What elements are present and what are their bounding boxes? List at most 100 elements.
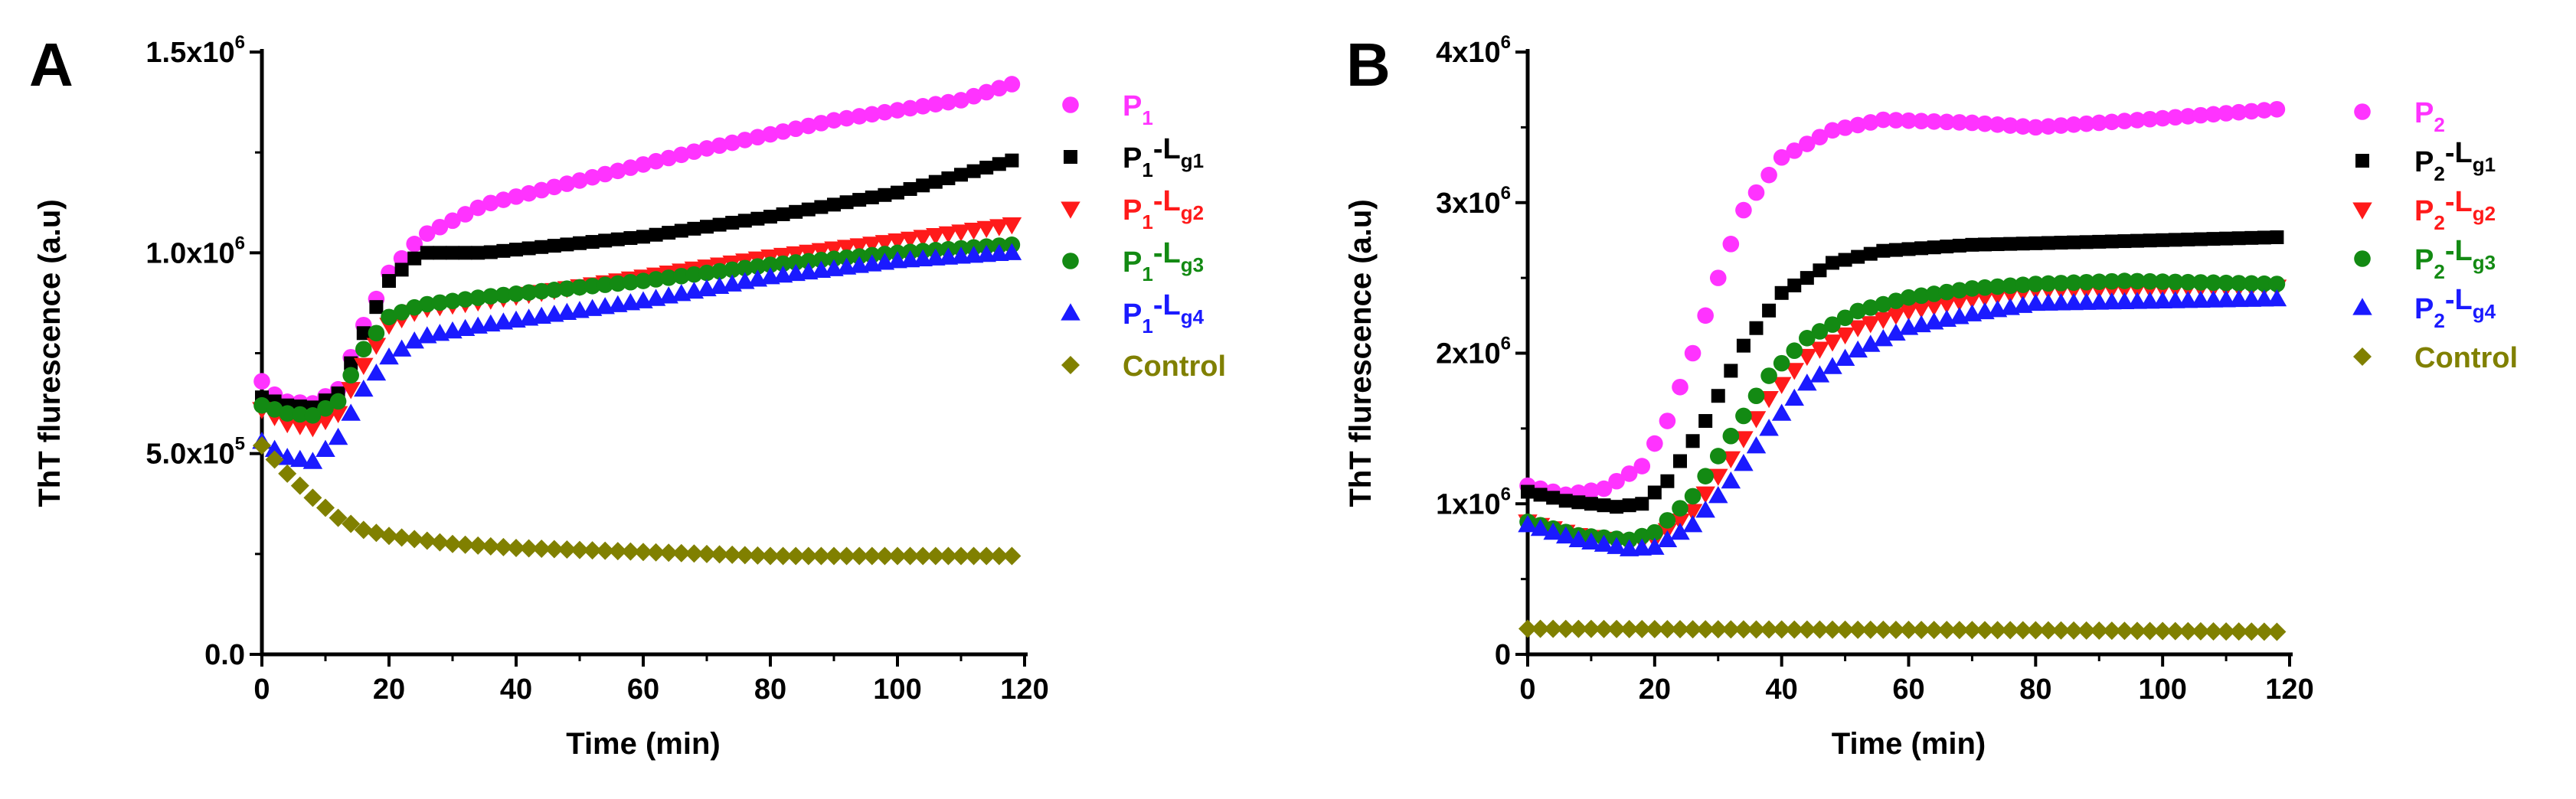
data-point	[787, 254, 804, 271]
legend-label: P2-Lg1	[2414, 137, 2496, 185]
data-point	[1952, 238, 1966, 253]
data-point	[366, 363, 387, 381]
data-point	[456, 206, 474, 223]
data-point	[1786, 142, 1803, 159]
data-point	[1924, 298, 1944, 316]
data-point	[953, 92, 969, 109]
data-point	[1684, 488, 1702, 505]
data-point	[1633, 458, 1651, 475]
data-point	[557, 540, 577, 559]
data-point	[546, 282, 563, 298]
data-point	[647, 152, 665, 170]
data-point	[369, 300, 384, 315]
data-point	[585, 235, 600, 249]
data-point	[2206, 232, 2221, 246]
data-point	[1773, 354, 1790, 372]
x-tick-label: 40	[500, 673, 532, 706]
data-point	[419, 295, 436, 313]
data-point	[292, 406, 309, 423]
data-point	[2156, 233, 2170, 247]
data-point	[1531, 619, 1550, 638]
data-point	[1711, 389, 1725, 403]
data-point	[1002, 243, 1022, 260]
data-point	[1518, 619, 1537, 638]
x-axis-label: Time (min)	[566, 727, 721, 761]
data-point	[584, 168, 601, 186]
data-point	[2013, 621, 2032, 640]
data-point	[393, 304, 410, 321]
data-point	[508, 285, 525, 302]
data-point	[723, 545, 742, 564]
data-point	[544, 540, 564, 559]
x-tick-label: 40	[1766, 673, 1798, 706]
data-point	[711, 137, 728, 155]
data-point	[1951, 114, 1968, 131]
data-point	[698, 544, 716, 563]
data-point	[1556, 619, 1575, 638]
data-point	[660, 269, 677, 286]
data-point	[903, 181, 917, 196]
data-point	[302, 452, 323, 469]
data-point	[1005, 153, 1019, 168]
y-tick-label: 1.0x106	[145, 233, 245, 269]
data-point	[1533, 488, 1548, 502]
data-point	[1822, 334, 1842, 352]
data-point	[1760, 620, 1779, 639]
data-point	[1849, 116, 1866, 134]
data-point	[446, 246, 459, 260]
data-point	[622, 273, 639, 291]
data-point	[2217, 622, 2236, 641]
data-point	[2090, 621, 2109, 641]
data-point	[430, 533, 449, 552]
data-point	[304, 407, 322, 424]
data-point	[989, 546, 1008, 566]
data-point	[1556, 526, 1576, 544]
data-point	[1695, 501, 1715, 518]
data-point	[2067, 235, 2081, 249]
data-point	[380, 527, 398, 546]
data-point	[1581, 532, 1601, 550]
data-point	[2154, 109, 2171, 127]
data-point	[735, 546, 754, 565]
data-point	[635, 156, 652, 173]
data-point	[2141, 110, 2159, 128]
data-point	[1786, 342, 1803, 360]
data-point	[1835, 348, 1855, 366]
data-point	[1747, 620, 1766, 639]
data-point	[814, 200, 829, 214]
data-point	[2268, 100, 2286, 118]
data-point	[1546, 491, 1561, 505]
data-point	[1797, 620, 1816, 639]
data-point	[1823, 620, 1842, 639]
data-point	[2102, 621, 2121, 641]
data-point	[2166, 273, 2184, 291]
series-control	[253, 436, 1022, 566]
data-point	[2064, 292, 2084, 311]
legend-marker	[2352, 202, 2372, 220]
legend-marker	[1061, 356, 1080, 374]
series-p2-lg3	[1519, 272, 2286, 549]
data-point	[519, 539, 538, 558]
data-point	[1746, 436, 1767, 454]
series-control	[1518, 619, 2287, 641]
data-point	[496, 243, 511, 258]
data-point	[533, 282, 550, 300]
data-point	[302, 420, 323, 438]
data-point	[354, 379, 374, 397]
data-point	[1938, 113, 1956, 131]
data-point	[469, 289, 486, 306]
data-point	[573, 236, 587, 250]
data-point	[2026, 621, 2045, 640]
data-point	[1784, 363, 1804, 380]
data-point	[329, 508, 348, 527]
data-point	[1660, 474, 1675, 488]
data-point	[1760, 166, 1777, 184]
data-point	[394, 263, 409, 277]
data-point	[1594, 619, 1613, 638]
data-point	[1724, 364, 1738, 378]
data-point	[989, 219, 1009, 236]
legend-marker	[2354, 103, 2371, 120]
data-point	[776, 207, 790, 221]
data-point	[2051, 293, 2071, 311]
data-point	[799, 546, 818, 566]
